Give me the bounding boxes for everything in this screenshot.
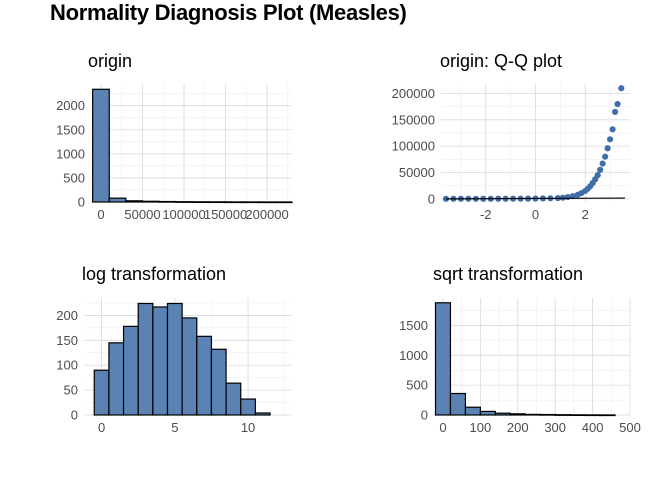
histogram-bar [240,398,256,416]
histogram-bar [152,306,169,416]
histogram-bar [196,335,213,416]
histogram-bar [599,414,616,417]
x-tick-label: 100 [470,420,492,435]
histogram-bar [210,348,227,416]
chart-title: Normality Diagnosis Plot (Measles) [50,0,407,25]
histogram-bar [569,414,586,417]
histogram-bar [125,200,144,203]
y-tick-label: 0 [428,191,435,206]
qq-point [604,145,611,152]
histogram-bar [494,412,511,416]
y-tick-label: 150000 [392,112,435,127]
qq-point [597,166,604,173]
histogram-bar [93,369,110,416]
y-tick-label: 50 [64,383,78,398]
histogram-bar [241,201,260,204]
y-tick-label: 500 [406,378,428,393]
x-tick-label: 0 [532,207,539,222]
y-tick-label: 50000 [399,165,435,180]
panel-title: origin [88,51,132,71]
x-tick-label: 2 [582,207,589,222]
y-tick-label: 0 [78,195,85,210]
panel-title: log transformation [82,264,226,284]
qq-point [594,172,601,179]
panel-title: origin: Q-Q plot [440,51,562,71]
panel-2: origin: Q-Q plot -2 0 2 0 50000 100000 150000 20… [392,51,630,222]
histogram-bar [584,414,601,417]
y-tick-label: 1500 [56,122,85,137]
y-tick-label: 0 [71,408,78,423]
panel-4: sqrt transformation 0 100 200 300 400 500 0 500 1… [399,264,641,435]
y-tick-label: 2000 [56,98,85,113]
histogram-bar [158,200,177,203]
qq-point [607,136,614,143]
x-tick-label: 400 [582,420,604,435]
x-tick-label: 0 [98,420,105,435]
histogram-bar [479,410,496,416]
panel-title: sqrt transformation [433,264,583,284]
x-tick-label: 200000 [245,207,288,222]
x-tick-label: 0 [439,420,446,435]
qq-point [569,193,576,200]
x-tick-label: 200 [507,420,529,435]
x-tick-label: 50000 [124,207,160,222]
histogram-bar [539,413,556,416]
x-tick-label: 300 [544,420,566,435]
histogram-bar [554,414,571,416]
x-tick-label: -2 [480,207,492,222]
qq-point [614,100,621,108]
y-tick-label: 500 [63,170,85,185]
histogram-bar [509,413,526,416]
y-tick-label: 200000 [392,86,435,101]
histogram-bar [122,325,139,416]
x-tick-label: 500 [619,420,641,435]
x-tick-label: 100000 [162,207,205,222]
histogram-bar [224,201,243,204]
histogram-bar [274,201,293,204]
histogram-bar [208,201,227,204]
histogram-bar [434,302,452,416]
y-tick-label: 150 [56,333,78,348]
y-tick-label: 200 [56,308,78,323]
y-tick-label: 100000 [392,139,435,154]
histogram-bar [175,201,193,203]
y-tick-label: 1000 [56,146,85,161]
histogram-bar [141,200,160,203]
histogram-bar [108,197,127,203]
qq-point [611,108,619,116]
qq-point [609,126,616,133]
x-tick-label: 5 [171,420,178,435]
y-tick-label: 1500 [399,318,428,333]
qq-reference-line [445,197,626,200]
x-tick-label: 10 [241,420,255,435]
qq-point [559,194,566,201]
histogram-bar [92,88,110,203]
histogram-bar [225,382,242,416]
histogram-bar [254,412,271,416]
histogram-bar [464,406,481,416]
qq-point [599,160,606,167]
histogram-bar [108,342,125,416]
histogram-bar [181,317,198,416]
histogram-bar [524,413,541,416]
x-tick-label: 150000 [204,207,247,222]
histogram-bar [191,201,210,204]
y-tick-label: 100 [56,358,78,373]
histogram-bar [166,302,183,416]
y-tick-label: 0 [421,408,428,423]
y-tick-label: 1000 [399,348,428,363]
x-tick-label: 0 [97,207,104,222]
histogram-bar [258,201,276,204]
histogram-bar [449,392,467,416]
qq-point [618,85,625,92]
qq-point [602,153,609,160]
histogram-bar [137,302,154,416]
